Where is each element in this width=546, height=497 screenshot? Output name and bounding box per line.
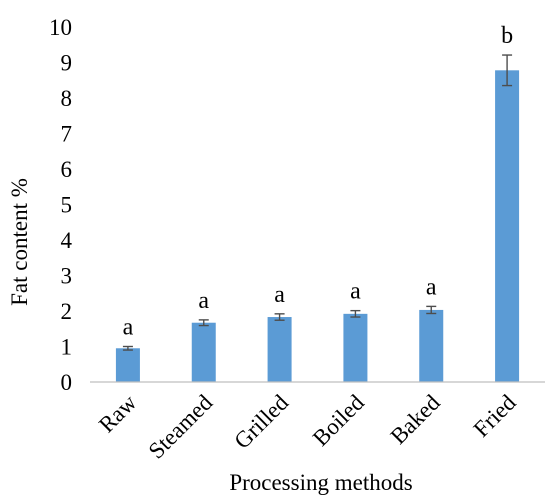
y-tick-label: 8 xyxy=(61,86,73,111)
x-tick-label: Grilled xyxy=(229,390,293,454)
error-bar xyxy=(122,345,133,351)
bar-steamed xyxy=(191,322,216,382)
x-axis-title: Processing methods xyxy=(229,470,412,495)
significance-labels-layer: a a a a a b xyxy=(123,23,513,340)
error-bar xyxy=(502,54,513,87)
y-tick-label: 9 xyxy=(61,51,73,76)
error-bar xyxy=(426,305,437,315)
y-tick-label: 6 xyxy=(61,157,73,182)
y-tick-label: 2 xyxy=(61,299,73,324)
significance-label: a xyxy=(426,274,437,300)
significance-label: a xyxy=(123,315,134,341)
y-tick-label: 7 xyxy=(61,122,73,147)
bar-baked xyxy=(419,309,444,382)
y-axis-title: Fat content % xyxy=(7,178,32,306)
bars-layer xyxy=(115,70,520,382)
y-tick-label: 5 xyxy=(61,193,73,218)
y-tick-label: 3 xyxy=(61,264,73,289)
bar-raw xyxy=(115,348,140,382)
error-bar xyxy=(198,319,209,327)
x-tick-label: Boiled xyxy=(308,390,369,451)
significance-label: a xyxy=(198,288,209,314)
significance-label: a xyxy=(350,279,361,305)
x-tick-label: Fried xyxy=(469,390,521,442)
error-bar xyxy=(350,309,361,318)
x-tick-label: Baked xyxy=(386,390,446,450)
y-tick-label: 10 xyxy=(49,15,72,40)
significance-label: a xyxy=(274,282,285,308)
error-bars-layer xyxy=(122,54,513,351)
bar-boiled xyxy=(343,313,368,382)
error-bar xyxy=(274,313,285,321)
y-tick-label: 4 xyxy=(61,228,73,253)
y-tick-labels: 0 1 2 3 4 5 6 7 8 9 10 xyxy=(49,15,73,395)
x-tick-label: Raw xyxy=(94,390,142,438)
y-tick-label: 1 xyxy=(61,335,73,360)
x-tick-labels: Raw Steamed Grilled Boiled Baked Fried xyxy=(94,390,521,464)
y-tick-label: 0 xyxy=(61,370,73,395)
x-tick-label: Steamed xyxy=(144,390,218,464)
bar-fried xyxy=(495,70,520,382)
significance-label: b xyxy=(501,23,513,49)
bar-grilled xyxy=(267,317,292,382)
